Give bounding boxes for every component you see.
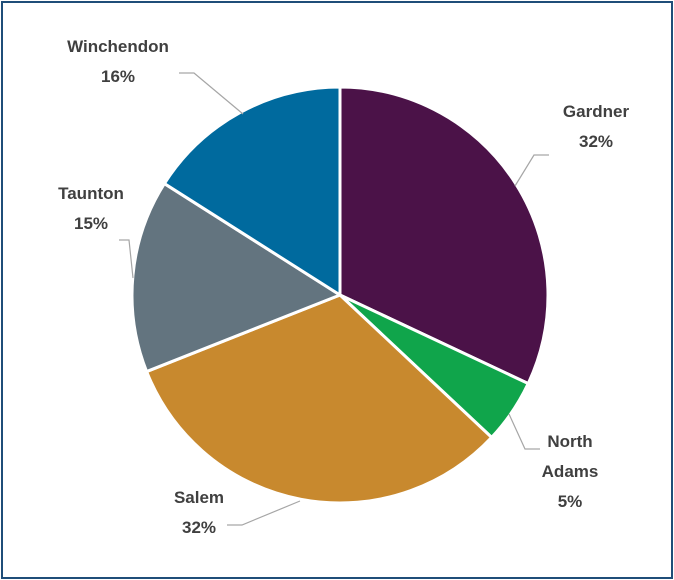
leader-line-taunton bbox=[119, 239, 134, 279]
data-label-winchendon: Winchendon 16% bbox=[67, 37, 169, 86]
data-label-percent: 15% bbox=[74, 214, 108, 233]
data-label-gardner: Gardner 32% bbox=[563, 102, 630, 151]
data-label-name: Gardner bbox=[563, 102, 630, 121]
leader-line-north-adams bbox=[508, 413, 540, 450]
pie-chart: Gardner 32% North Adams 5% Salem 32% Taunton 15%… bbox=[58, 37, 629, 537]
data-label-salem: Salem 32% bbox=[174, 488, 224, 537]
labels-layer: Gardner 32% North Adams 5% Salem 32% Taunton 15%… bbox=[58, 37, 629, 537]
leader-line-salem bbox=[227, 500, 301, 526]
data-label-percent: 32% bbox=[579, 132, 613, 151]
data-label-name: North bbox=[547, 432, 592, 451]
data-label-percent: 32% bbox=[182, 518, 216, 537]
data-label-name: Adams bbox=[542, 462, 599, 481]
pie-slice-salem bbox=[145, 293, 494, 505]
data-label-name: Salem bbox=[174, 488, 224, 507]
data-label-name: Taunton bbox=[58, 184, 124, 203]
leader-line-gardner bbox=[514, 154, 549, 187]
leader-lines-layer bbox=[119, 72, 549, 526]
pie-slice-gardner bbox=[338, 85, 550, 386]
data-label-taunton: Taunton 15% bbox=[58, 184, 124, 233]
data-label-name: Winchendon bbox=[67, 37, 169, 56]
slices-layer bbox=[130, 85, 550, 505]
leader-line-winchendon bbox=[179, 72, 244, 115]
data-label-percent: 5% bbox=[558, 492, 583, 511]
data-label-percent: 16% bbox=[101, 67, 135, 86]
pie-slice-winchendon bbox=[162, 85, 342, 297]
data-label-north-adams: North Adams 5% bbox=[542, 432, 599, 511]
